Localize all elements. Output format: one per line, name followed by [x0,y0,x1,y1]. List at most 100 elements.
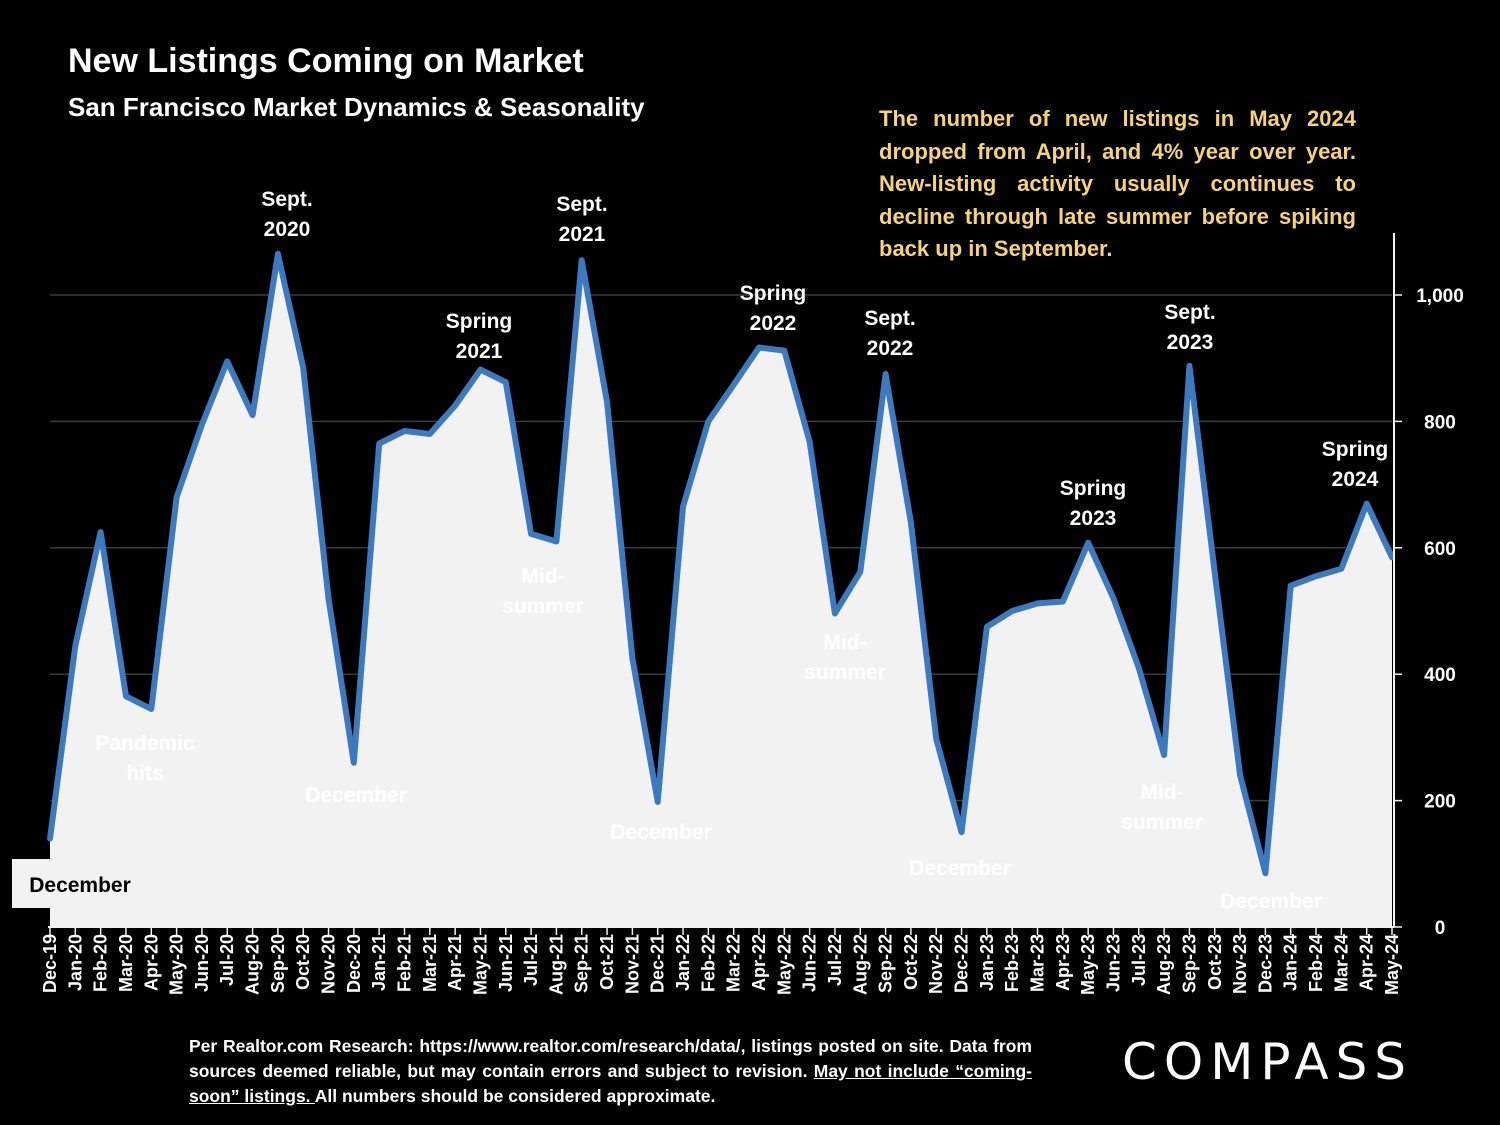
x-tick-label: Apr-23 [1053,934,1073,991]
x-tick-label: May-23 [1078,934,1098,995]
x-tick-label: Apr-22 [749,934,769,991]
x-tick-label: Mar-24 [1331,934,1351,992]
annotation-text: Sept. [261,188,312,211]
x-tick-label: Nov-21 [622,934,642,994]
source-text: Per Realtor.com Research: https://www.re… [189,1036,1032,1081]
annotation-text: hits [126,762,163,785]
area-fill [50,253,1392,927]
annotation-text: Spring [1060,477,1127,500]
y-tick-label: 400 [1424,665,1456,686]
x-tick-label: Jan-20 [65,934,85,991]
x-tick-label: Mar-20 [116,934,136,992]
x-tick-label: Apr-21 [445,934,465,991]
annotation: December [1220,890,1322,913]
x-tick-label: Dec-20 [344,934,364,993]
x-tick-label: Aug-21 [546,934,566,995]
annotation-text: Mid- [1140,781,1183,804]
annotation: December [610,821,712,844]
y-tick-label: 800 [1424,412,1456,433]
x-tick-label: Aug-22 [850,934,870,995]
annotation-text: 2022 [867,337,914,360]
x-tick-label: Nov-23 [1230,934,1250,994]
annotation-text: Spring [740,282,807,305]
annotation-box [12,859,152,908]
compass-logo: COMPASS [1122,1033,1414,1091]
x-tick-label: Sep-20 [268,934,288,993]
annotation-text: Pandemic [95,732,195,755]
annotation-text: Spring [446,310,513,333]
annotation-text: 2024 [1332,468,1379,491]
annotation: December [909,857,1011,880]
annotation: Sept. 2022 [864,307,915,360]
annotation: Pandemic hits [95,732,195,785]
source-note: Per Realtor.com Research: https://www.re… [189,1034,1032,1109]
x-tick-label: Feb-21 [394,934,414,992]
y-tick-label: 0 [1435,918,1446,939]
x-tick-label: Nov-20 [319,934,339,994]
x-tick-label: Oct-23 [1205,934,1225,990]
source-text-end: All numbers should be considered approxi… [314,1086,716,1106]
annotation-text: December [1220,890,1322,913]
x-tick-label: May-22 [774,934,794,995]
annotation: Spring 2024 [1322,438,1389,491]
x-tick-label: Jul-21 [521,934,541,986]
x-tick-label: Oct-21 [597,934,617,990]
source-underlined-text: May not include “coming-soon” listings. [189,1061,1032,1106]
y-tick-label: 600 [1424,539,1456,560]
annotation-text: 2020 [264,218,311,241]
annotation-text: 2023 [1167,331,1214,354]
annotation-text: Spring [1322,438,1389,461]
x-tick-label: Aug-23 [1154,934,1174,995]
annotation-text: 2022 [750,312,797,335]
annotation-text: summer [502,595,584,618]
chart-subtitle: San Francisco Market Dynamics & Seasonal… [68,92,645,122]
annotation-text: Mid- [823,631,866,654]
x-tick-label: Jun-20 [192,934,212,992]
x-tick-label: Jul-22 [825,934,845,986]
annotation-text: December [909,857,1011,880]
x-tick-label: Apr-24 [1357,934,1377,991]
x-tick-label: Jun-22 [800,934,820,992]
annotation-text: Sept. [556,193,607,216]
x-tick-label: Oct-20 [293,934,313,990]
commentary-text: The number of new listings in May 2024 d… [879,103,1356,266]
annotation-text: summer [1121,811,1203,834]
x-tick-label: Dec-21 [648,934,668,993]
x-tick-label: Sep-21 [572,934,592,993]
x-tick-label: Mar-21 [420,934,440,992]
x-tick-label: May-21 [470,934,490,995]
annotation-text: Sept. [864,307,915,330]
x-tick-label: Dec-23 [1255,934,1275,993]
y-tick-label: 200 [1424,792,1456,813]
x-tick-label: May-20 [167,934,187,995]
x-tick-label: Nov-22 [926,934,946,994]
series-line [47,250,1395,877]
x-tick-label: Jan-23 [977,934,997,991]
x-tick-label: Oct-22 [901,934,921,990]
annotation: Sept. 2021 [556,193,607,246]
annotation: Spring 2021 [446,310,513,363]
annotation: Sept. 2020 [261,188,312,241]
annotation: Sept. 2023 [1164,301,1215,354]
x-tick-label: Jan-21 [369,934,389,991]
annotation-text: Sept. [1164,301,1215,324]
axes [48,233,1395,928]
x-tick-label: Jul-20 [217,934,237,986]
annotation-text: 2021 [456,340,503,363]
annotation: Mid-summer [804,631,886,684]
x-tick-label: Mar-23 [1028,934,1048,992]
x-tick-label: Feb-20 [91,934,111,992]
annotation-text: 2023 [1070,507,1117,530]
chart-title: New Listings Coming on Market [68,42,584,80]
x-tick-label: Mar-22 [724,934,744,992]
x-tick-label: May-24 [1382,934,1402,995]
annotation: December [305,784,407,807]
x-tick-label: Jan-22 [673,934,693,991]
annotations: December Pandemic hits Sept. 2020 December Spr… [12,188,1388,913]
x-tick-label: Jul-23 [1129,934,1149,986]
x-tick-label: Jan-24 [1281,934,1301,991]
x-tick-label: Dec-19 [40,934,60,993]
annotation-text: summer [804,661,886,684]
y-tick-label: 1,000 [1416,286,1464,307]
